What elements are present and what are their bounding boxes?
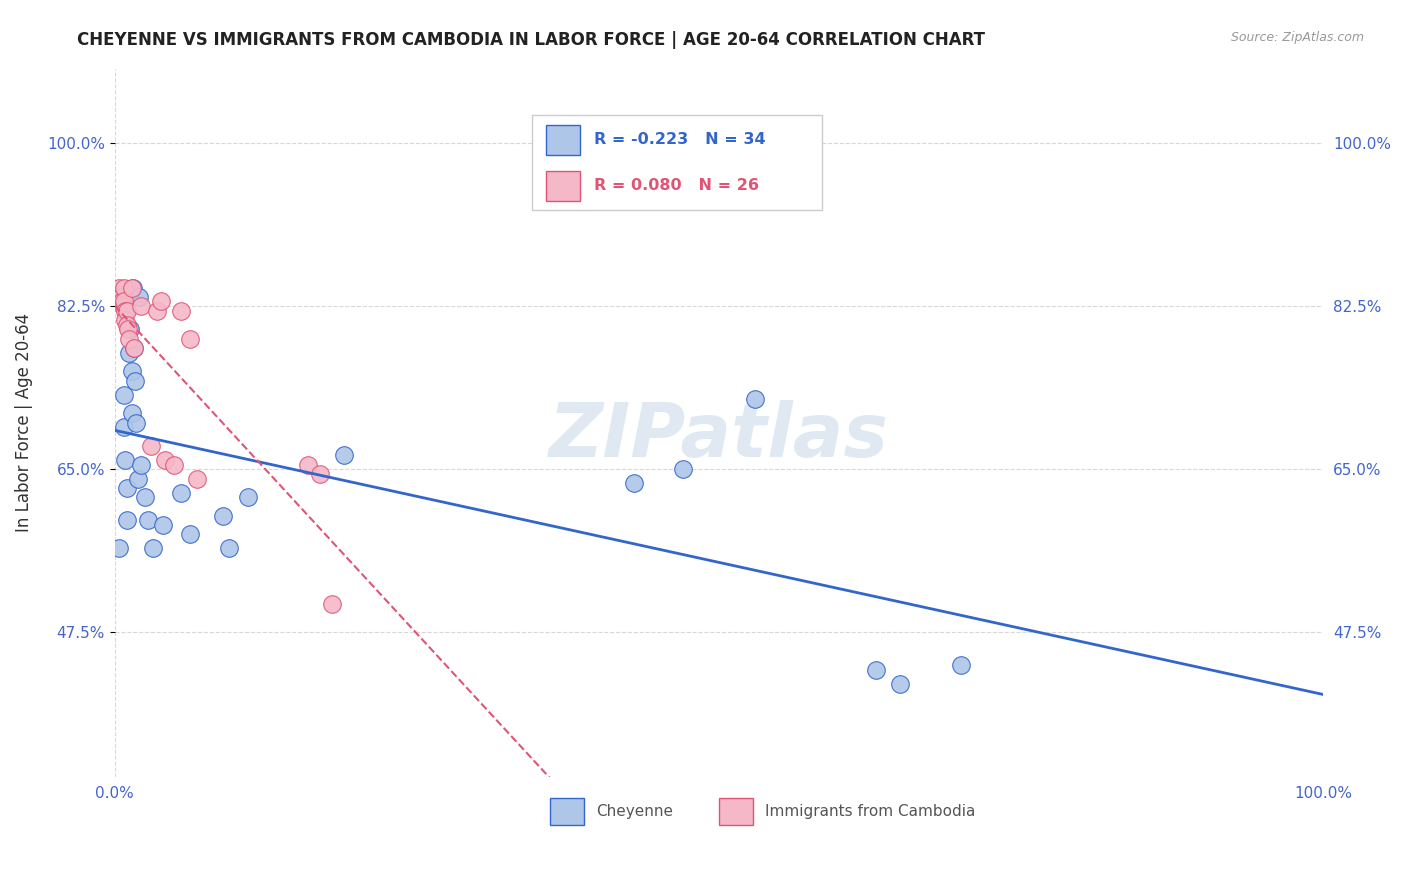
- Point: [121, 364, 143, 378]
- Point: [121, 280, 143, 294]
- Point: [949, 657, 972, 672]
- Text: Immigrants from Cambodia: Immigrants from Cambodia: [765, 804, 976, 819]
- Point: [115, 514, 138, 528]
- Point: [118, 345, 141, 359]
- Point: [111, 294, 134, 309]
- Point: [112, 420, 135, 434]
- Text: Source: ZipAtlas.com: Source: ZipAtlas.com: [1230, 31, 1364, 45]
- Point: [672, 462, 695, 476]
- Point: [333, 448, 356, 462]
- Point: [623, 476, 645, 491]
- Point: [163, 458, 186, 472]
- Point: [112, 387, 135, 401]
- Point: [186, 472, 208, 486]
- FancyBboxPatch shape: [718, 798, 752, 825]
- Text: R = 0.080   N = 26: R = 0.080 N = 26: [595, 178, 759, 194]
- Point: [212, 508, 235, 523]
- Point: [110, 290, 132, 304]
- Point: [114, 313, 136, 327]
- Text: Cheyenne: Cheyenne: [596, 804, 672, 819]
- Point: [321, 598, 343, 612]
- Point: [146, 303, 169, 318]
- Point: [889, 676, 911, 690]
- Point: [124, 374, 146, 388]
- Point: [179, 527, 201, 541]
- Point: [129, 458, 152, 472]
- Point: [115, 303, 138, 318]
- Point: [170, 303, 193, 318]
- Text: R = -0.223   N = 34: R = -0.223 N = 34: [595, 132, 766, 147]
- Point: [142, 541, 165, 556]
- Point: [129, 299, 152, 313]
- Point: [152, 518, 174, 533]
- Y-axis label: In Labor Force | Age 20-64: In Labor Force | Age 20-64: [15, 313, 32, 533]
- Point: [112, 299, 135, 313]
- Point: [134, 490, 156, 504]
- Point: [218, 541, 240, 556]
- Point: [179, 332, 201, 346]
- Point: [114, 303, 136, 318]
- Point: [117, 322, 139, 336]
- FancyBboxPatch shape: [531, 114, 821, 211]
- Point: [125, 416, 148, 430]
- FancyBboxPatch shape: [546, 125, 579, 154]
- Point: [122, 341, 145, 355]
- Point: [118, 332, 141, 346]
- Point: [112, 294, 135, 309]
- Point: [127, 472, 149, 486]
- Point: [139, 439, 162, 453]
- Point: [744, 392, 766, 407]
- FancyBboxPatch shape: [550, 798, 583, 825]
- Text: CHEYENNE VS IMMIGRANTS FROM CAMBODIA IN LABOR FORCE | AGE 20-64 CORRELATION CHAR: CHEYENNE VS IMMIGRANTS FROM CAMBODIA IN …: [77, 31, 986, 49]
- Point: [138, 514, 160, 528]
- FancyBboxPatch shape: [546, 171, 579, 201]
- Point: [155, 453, 177, 467]
- Point: [122, 341, 145, 355]
- Point: [120, 322, 142, 336]
- Point: [114, 453, 136, 467]
- Point: [121, 280, 143, 294]
- Point: [108, 541, 131, 556]
- Point: [115, 318, 138, 332]
- Point: [309, 467, 332, 481]
- Point: [120, 290, 142, 304]
- Point: [112, 280, 135, 294]
- Point: [236, 490, 259, 504]
- Point: [149, 294, 172, 309]
- Point: [297, 458, 319, 472]
- Point: [108, 280, 131, 294]
- Point: [170, 485, 193, 500]
- Text: ZIPatlas: ZIPatlas: [548, 401, 889, 474]
- Point: [115, 481, 138, 495]
- Point: [128, 290, 150, 304]
- Point: [865, 663, 887, 677]
- Point: [121, 406, 143, 420]
